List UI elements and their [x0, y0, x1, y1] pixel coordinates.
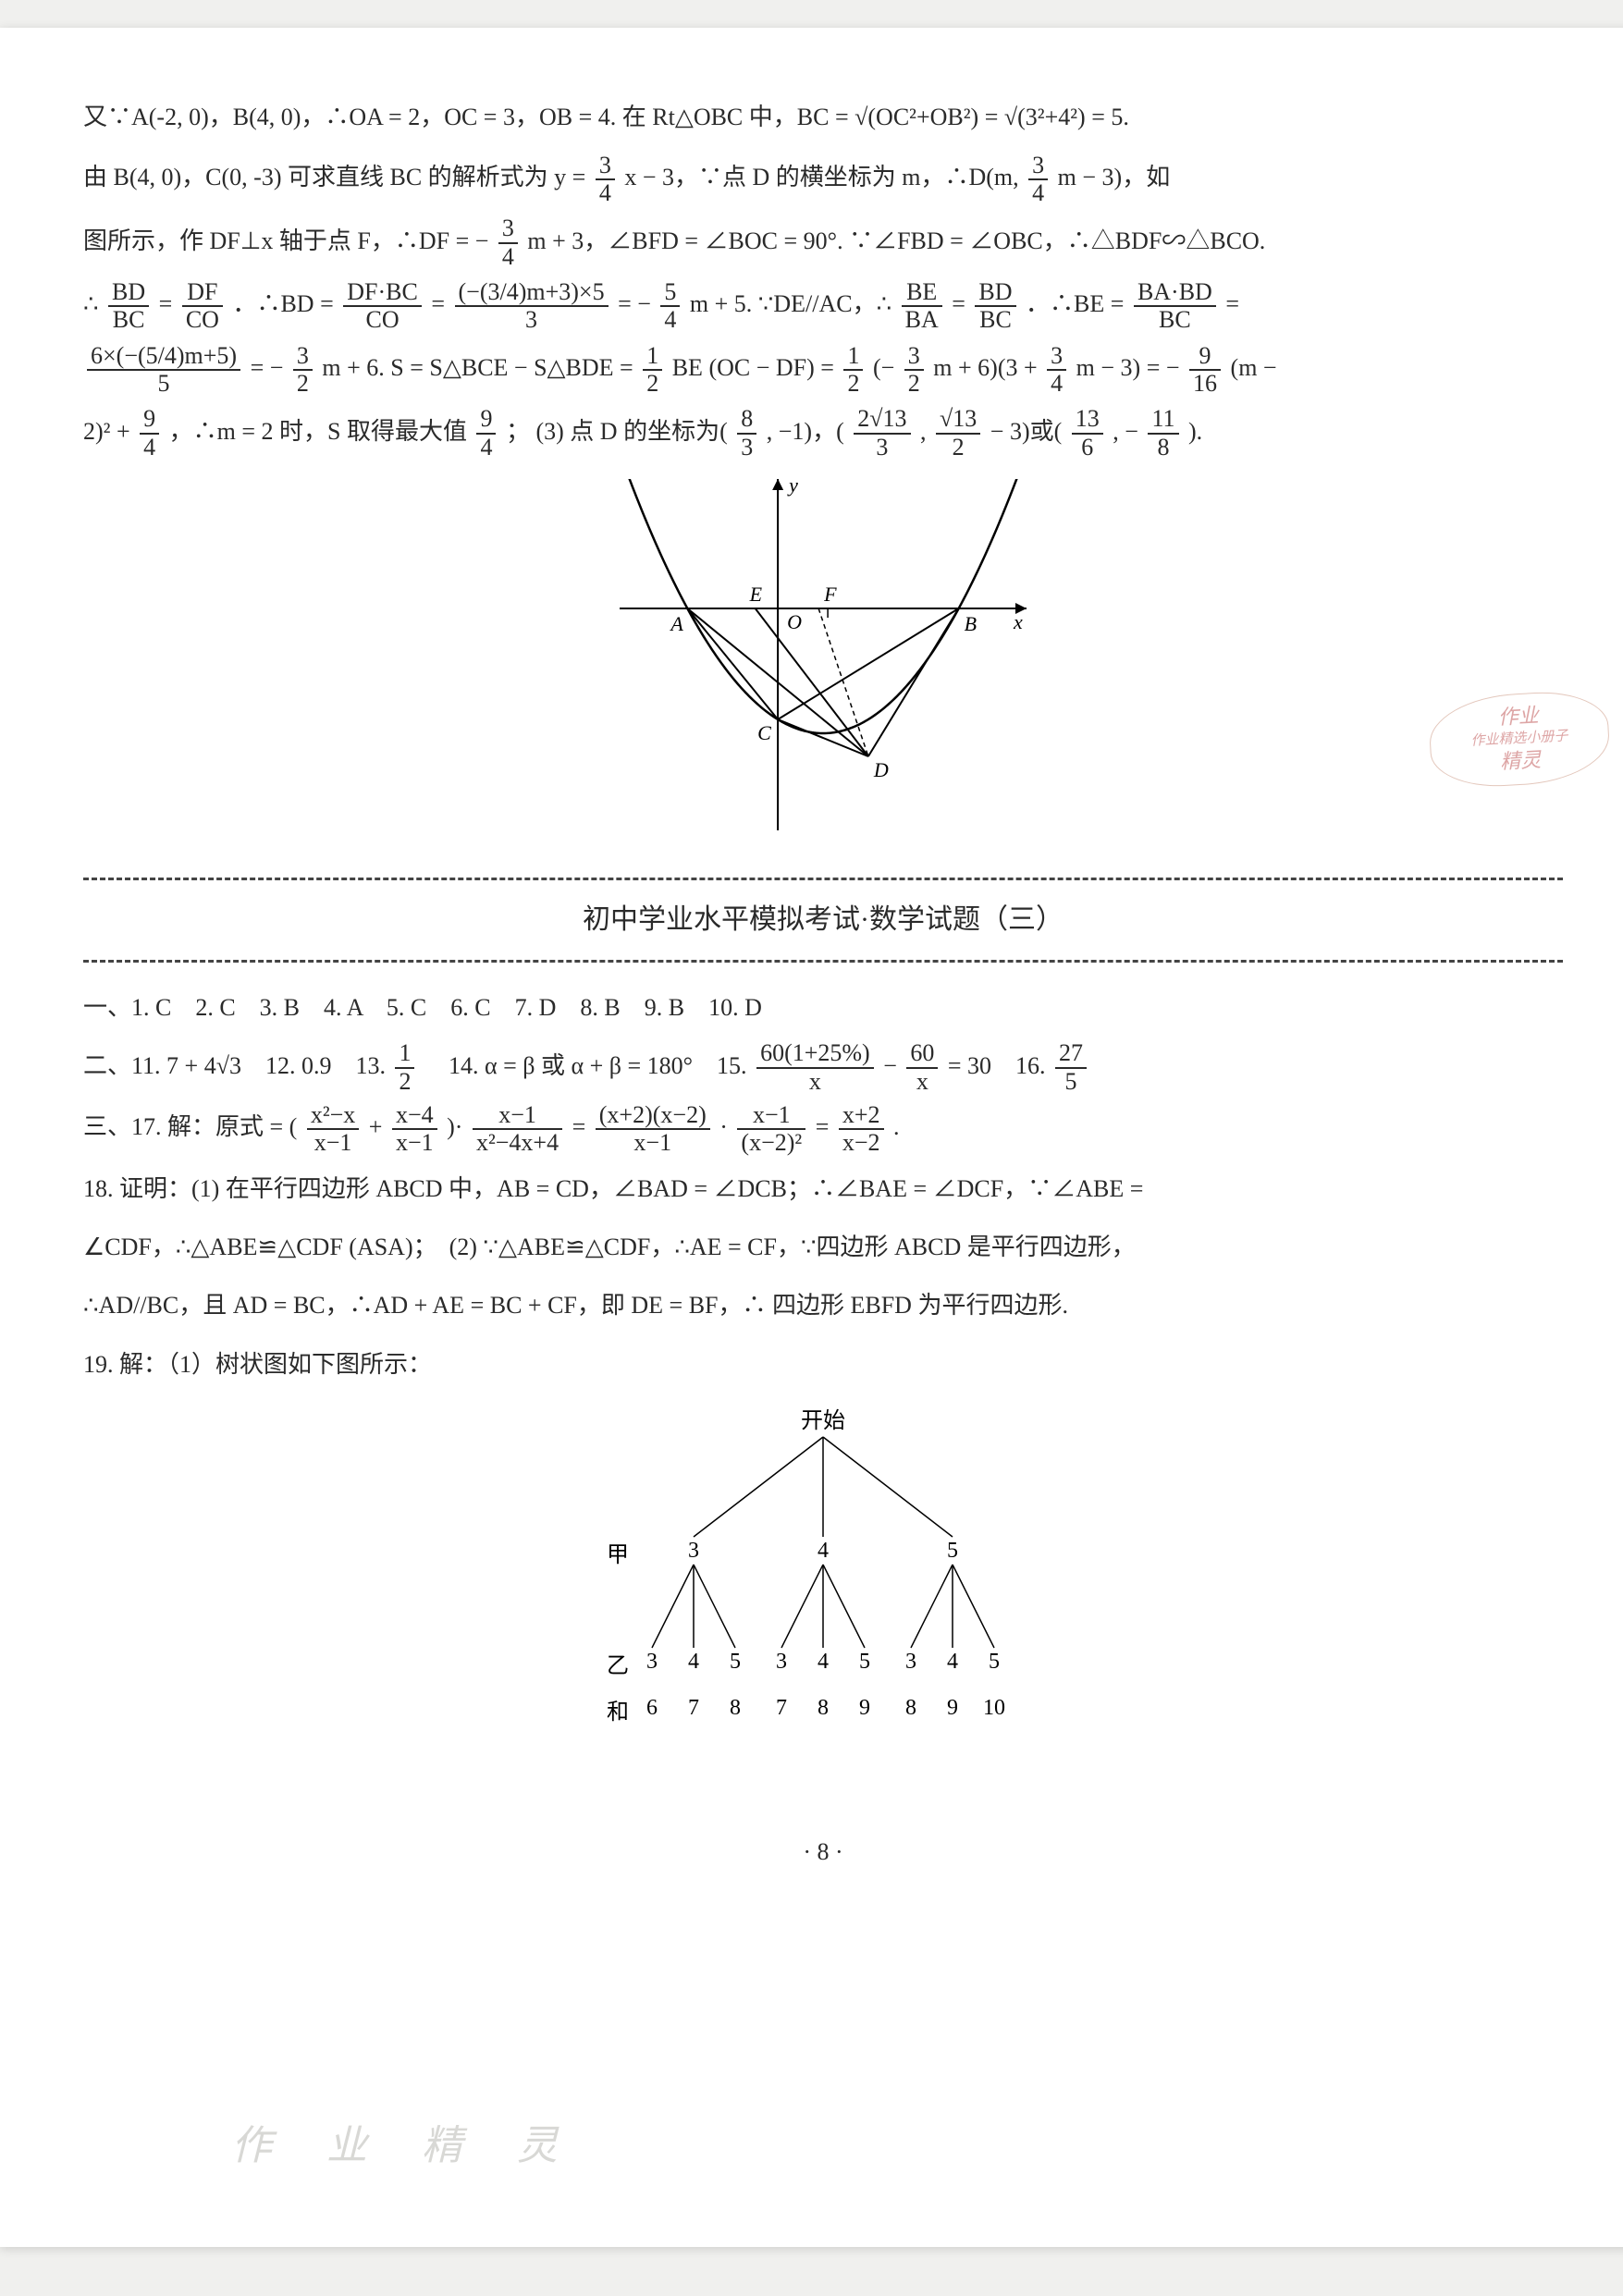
svg-text:7: 7 — [776, 1696, 787, 1720]
text: m + 3，∠BFD = ∠BOC = 90°. ∵∠FBD = ∠OBC，∴△… — [527, 227, 1265, 254]
svg-text:3: 3 — [688, 1539, 699, 1563]
svg-text:3: 3 — [776, 1650, 787, 1674]
section-title: 初中学业水平模拟考试·数学试题（三） — [83, 890, 1563, 951]
solution-line-5: 6×(−(5/4)m+5)5 = − 32 m + 6. S = S△BCE −… — [83, 341, 1563, 398]
q17-solution: 三、17. 解：原式 = ( x²−xx−1 + x−4x−1 )· x−1x²… — [83, 1100, 1563, 1157]
svg-text:乙: 乙 — [607, 1654, 629, 1678]
svg-text:E: E — [749, 583, 763, 606]
fill-answers: 二、11. 7 + 4√3 12. 0.9 13. 12 14. α = β 或… — [83, 1039, 1563, 1096]
solution-line-2: 由 B(4, 0)，C(0, -3) 可求直线 BC 的解析式为 y = 34 … — [83, 151, 1563, 207]
svg-text:和: 和 — [607, 1700, 629, 1725]
svg-text:8: 8 — [905, 1696, 916, 1720]
svg-text:5: 5 — [947, 1539, 958, 1563]
svg-text:3: 3 — [905, 1650, 916, 1674]
svg-text:5: 5 — [989, 1650, 1000, 1674]
svg-text:6: 6 — [646, 1696, 658, 1720]
text: 图所示，作 DF⊥x 轴于点 F，∴DF = − — [83, 227, 488, 254]
svg-text:4: 4 — [818, 1539, 829, 1563]
q18-line-1: 18. 证明：(1) 在平行四边形 ABCD 中，AB = CD，∠BAD = … — [83, 1162, 1563, 1215]
text: x − 3，∵点 D 的横坐标为 m，∴D(m, — [624, 164, 1025, 190]
solution-line-3: 图所示，作 DF⊥x 轴于点 F，∴DF = − 34 m + 3，∠BFD =… — [83, 215, 1563, 271]
q19-line-1: 19. 解：（1）树状图如下图所示： — [83, 1338, 1563, 1391]
svg-text:B: B — [965, 612, 977, 635]
mc-answers: 一、1. C 2. C 3. B 4. A 5. C 6. C 7. D 8. … — [83, 981, 1563, 1034]
page-number: · 8 · — [83, 1825, 1563, 1878]
fraction: 34 — [1028, 153, 1048, 207]
tree-diagram: 开始甲乙和 3 3 6 4 7 5 8 4 3 7 4 8 5 9 5 3 8 4 9 5 10 — [83, 1400, 1563, 1770]
svg-text:y: y — [787, 479, 798, 497]
svg-text:4: 4 — [947, 1650, 958, 1674]
svg-text:5: 5 — [859, 1650, 870, 1674]
solution-line-6: 2)² + 94 ，∴m = 2 时，S 取得最大值 94 ； (3) 点 D … — [83, 405, 1563, 461]
text: 由 B(4, 0)，C(0, -3) 可求直线 BC 的解析式为 y = — [83, 164, 592, 190]
solution-line-1: 又∵A(-2, 0)，B(4, 0)，∴OA = 2，OC = 3，OB = 4… — [83, 91, 1563, 143]
fraction: 34 — [596, 153, 615, 207]
svg-text:x: x — [1013, 610, 1023, 633]
svg-text:8: 8 — [730, 1696, 741, 1720]
svg-text:4: 4 — [818, 1650, 829, 1674]
svg-text:7: 7 — [688, 1696, 699, 1720]
fraction: 34 — [498, 215, 518, 270]
dashed-divider — [83, 878, 1563, 880]
svg-text:9: 9 — [947, 1696, 958, 1720]
page: 又∵A(-2, 0)，B(4, 0)，∴OA = 2，OC = 3，OB = 4… — [0, 28, 1623, 2247]
svg-text:A: A — [669, 612, 683, 635]
svg-text:8: 8 — [818, 1696, 829, 1720]
text: m − 3)，如 — [1058, 164, 1171, 190]
dashed-divider — [83, 960, 1563, 963]
svg-text:C: C — [757, 721, 771, 744]
svg-text:10: 10 — [983, 1696, 1005, 1720]
watermark: 作 业 精 灵 — [231, 2102, 580, 2192]
svg-text:5: 5 — [730, 1650, 741, 1674]
svg-text:O: O — [787, 610, 802, 633]
svg-text:D: D — [873, 758, 889, 781]
svg-text:4: 4 — [688, 1650, 699, 1674]
svg-text:开始: 开始 — [801, 1408, 845, 1433]
svg-text:甲: 甲 — [607, 1543, 629, 1567]
q18-line-2: ∠CDF，∴△ABE≌△CDF (ASA)； (2) ∵△ABE≌△CDF，∴A… — [83, 1221, 1563, 1273]
q18-line-3: ∴AD//BC，且 AD = BC，∴AD + AE = BC + CF，即 D… — [83, 1279, 1563, 1332]
parabola-graph: x y O A B C D E F — [83, 479, 1563, 849]
svg-text:3: 3 — [646, 1650, 658, 1674]
svg-text:F: F — [823, 583, 837, 606]
svg-text:9: 9 — [859, 1696, 870, 1720]
solution-line-4: ∴ BDBC = DFCO ．∴BD = DF·BCCO = (−(3/4)m+… — [83, 277, 1563, 334]
